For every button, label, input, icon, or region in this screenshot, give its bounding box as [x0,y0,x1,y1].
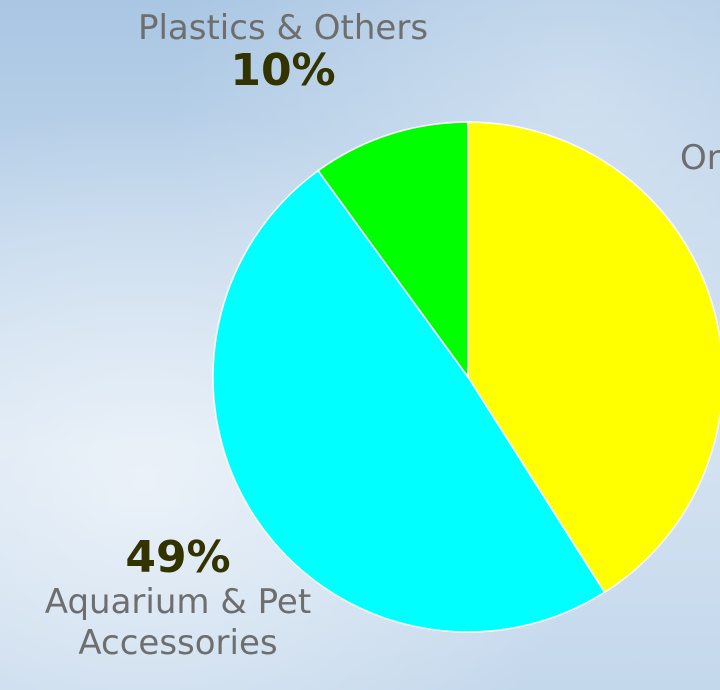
slice-aquarium [212,169,606,633]
slice-label-aquarium: 49% Aquarium & Pet Accessories [8,532,348,664]
slice-label-ornamental: Or [680,140,720,177]
slice-percent-aquarium: 49% [125,532,231,583]
slice-name-aquarium: Aquarium & Pet Accessories [44,582,312,664]
slice-ornamental [467,121,720,594]
slice-label-plastics: Plastics & Others 10% [137,8,429,97]
slice-plastics [317,121,469,380]
slice-name-ornamental: Or [680,140,720,178]
slice-name-plastics: Plastics & Others [137,8,429,48]
slice-percent-plastics: 10% [230,45,336,97]
